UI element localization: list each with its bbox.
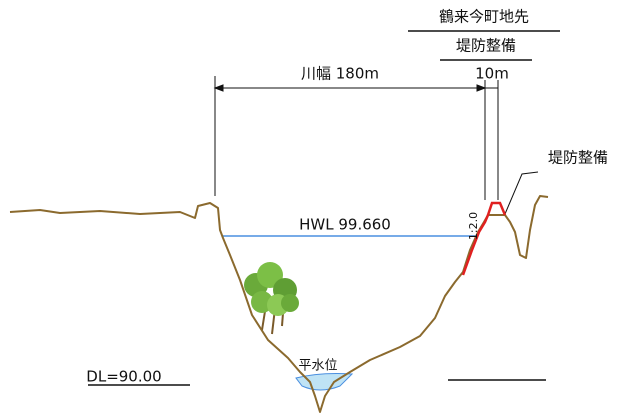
- datum-label: DL=90.00: [86, 368, 161, 386]
- normal-water-label: 平水位: [298, 359, 337, 374]
- slope-label: 1:2.0: [467, 212, 480, 240]
- project-title: 堤防整備: [456, 37, 516, 55]
- levee-callout: 堤防整備: [548, 149, 608, 167]
- dimension-lines: [213, 76, 499, 200]
- hwl-label: HWL 99.660: [299, 216, 391, 234]
- terrain-profile: [9, 195, 549, 413]
- levee-width-label: 10m: [475, 65, 509, 83]
- levee-improvement: [461, 201, 507, 276]
- location-title: 鶴来今町地先: [439, 8, 529, 26]
- trees: [244, 262, 299, 335]
- river-width-label: 川幅 180m: [301, 65, 379, 83]
- callout-leader: [504, 171, 539, 215]
- normal-water: [295, 373, 354, 391]
